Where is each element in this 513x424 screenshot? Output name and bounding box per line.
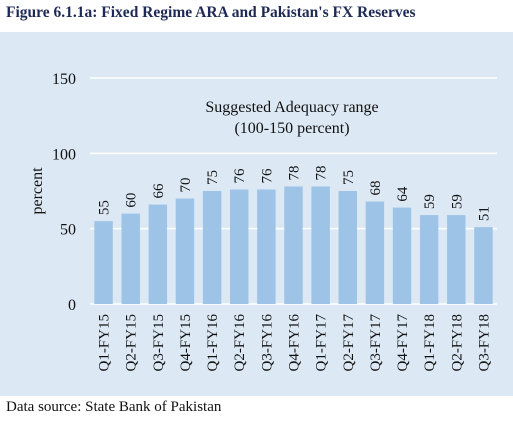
x-tick-label: Q1-FY15 <box>97 314 113 372</box>
x-tick-label: Q4-FY17 <box>395 314 411 372</box>
data-label: 75 <box>341 170 357 185</box>
x-tick-label: Q3-FY15 <box>151 314 167 372</box>
data-label: 64 <box>395 186 411 202</box>
bar <box>257 189 276 304</box>
data-label: 55 <box>97 200 113 215</box>
data-label: 75 <box>205 170 221 185</box>
x-tick-label: Q2-FY15 <box>124 314 140 372</box>
x-tick-label: Q3-FY17 <box>368 314 384 372</box>
x-tick-label: Q1-FY18 <box>422 314 438 372</box>
figure-title: Figure 6.1.1a: Fixed Regime ARA and Paki… <box>6 4 416 21</box>
y-tick-label: 0 <box>68 297 76 314</box>
bar <box>474 227 493 304</box>
y-axis-label: percent <box>29 167 46 215</box>
bar <box>202 191 222 304</box>
data-label: 76 <box>259 168 275 184</box>
chart-panel <box>0 32 513 396</box>
bar <box>94 221 113 304</box>
data-label: 76 <box>232 168 248 184</box>
bar <box>148 204 168 304</box>
data-label: 68 <box>368 181 384 196</box>
x-tick-label: Q3-FY18 <box>476 314 492 372</box>
source-note: Data source: State Bank of Pakistan <box>6 399 222 415</box>
data-label: 78 <box>287 165 303 180</box>
y-tick-label: 150 <box>52 71 76 88</box>
bar <box>121 213 140 304</box>
x-tick-label: Q1-FY17 <box>314 314 330 372</box>
x-tick-label: Q1-FY16 <box>205 314 221 372</box>
bar <box>419 215 439 304</box>
bar <box>311 186 330 304</box>
data-label: 51 <box>476 206 492 221</box>
bar <box>365 201 385 304</box>
data-label: 59 <box>449 194 465 209</box>
x-tick-label: Q2-FY17 <box>341 314 357 372</box>
bar <box>175 198 195 304</box>
y-tick-label: 50 <box>60 222 76 239</box>
data-label: 59 <box>422 194 438 209</box>
data-label: 70 <box>178 178 194 193</box>
data-label: 78 <box>314 165 330 180</box>
bar <box>338 191 357 304</box>
x-tick-label: Q3-FY16 <box>259 314 275 372</box>
y-tick-label: 100 <box>52 146 76 163</box>
bar <box>230 189 249 304</box>
bar <box>447 215 466 304</box>
x-tick-label: Q2-FY18 <box>449 314 465 372</box>
annotation-line-1: Suggested Adequacy range <box>205 99 378 116</box>
bar <box>284 186 303 304</box>
data-label: 66 <box>151 183 167 199</box>
x-tick-label: Q4-FY16 <box>287 314 303 372</box>
data-label: 60 <box>124 193 140 208</box>
annotation-line-2: (100-150 percent) <box>234 120 349 137</box>
x-tick-label: Q2-FY16 <box>232 314 248 372</box>
bar <box>392 207 412 304</box>
x-tick-label: Q4-FY15 <box>178 314 194 372</box>
